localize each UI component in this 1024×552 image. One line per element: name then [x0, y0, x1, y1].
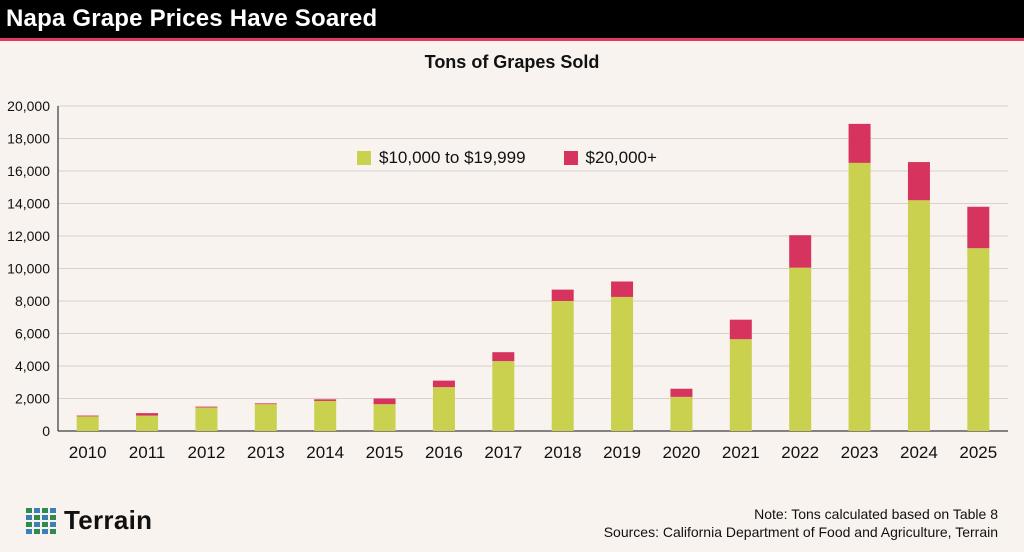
terrain-logo: Terrain — [26, 505, 152, 536]
bar-low-2012 — [195, 407, 218, 431]
x-tick-label: 2014 — [306, 443, 344, 462]
logo-text: Terrain — [64, 505, 153, 535]
bar-high-2017 — [492, 352, 515, 362]
x-tick-label: 2019 — [603, 443, 641, 462]
x-tick-label: 2016 — [425, 443, 463, 462]
bar-high-2022 — [789, 235, 812, 268]
bar-high-2023 — [848, 123, 871, 163]
x-tick-label: 2017 — [484, 443, 522, 462]
y-tick-label: 8,000 — [15, 293, 50, 309]
y-tick-label: 0 — [42, 423, 50, 439]
bar-low-2022 — [789, 267, 812, 431]
x-tick-label: 2013 — [247, 443, 285, 462]
y-tick-label: 18,000 — [7, 131, 50, 147]
bar-high-2020 — [670, 388, 693, 397]
y-tick-label: 12,000 — [7, 228, 50, 244]
sources-text: Sources: California Department of Food a… — [603, 524, 998, 540]
x-tick-label: 2012 — [188, 443, 226, 462]
legend-item-low: $10,000 to $19,999 — [357, 148, 526, 168]
x-tick-label: 2015 — [366, 443, 404, 462]
y-tick-label: 20,000 — [7, 98, 50, 114]
bar-high-2015 — [373, 398, 396, 405]
bar-low-2010 — [76, 416, 99, 431]
bar-high-2025 — [967, 206, 990, 249]
x-tick-label: 2010 — [69, 443, 107, 462]
bar-low-2016 — [432, 387, 455, 431]
legend-item-high: $20,000+ — [563, 148, 657, 168]
bar-low-2014 — [314, 400, 337, 431]
x-tick-label: 2025 — [959, 443, 997, 462]
bar-low-2017 — [492, 361, 515, 431]
bar-high-2014 — [314, 399, 337, 401]
bar-low-2023 — [848, 162, 871, 431]
title-bar: Napa Grape Prices Have Soared — [0, 0, 1024, 41]
bar-high-2021 — [729, 319, 752, 340]
chart-title: Tons of Grapes Sold — [424, 52, 600, 72]
x-tick-label: 2020 — [663, 443, 701, 462]
chart-legend: $10,000 to $19,999 $20,000+ — [357, 148, 695, 168]
x-tick-label: 2022 — [781, 443, 819, 462]
x-tick-label: 2023 — [841, 443, 879, 462]
legend-label-low: $10,000 to $19,999 — [379, 148, 526, 167]
bar-low-2024 — [907, 200, 930, 431]
bar-low-2025 — [967, 248, 990, 431]
bar-high-2016 — [432, 380, 455, 388]
legend-swatch-high — [563, 151, 578, 165]
bar-low-2021 — [729, 339, 752, 431]
bar-low-2013 — [254, 404, 277, 431]
bar-low-2015 — [373, 404, 396, 431]
x-tick-label: 2018 — [544, 443, 582, 462]
y-tick-label: 2,000 — [15, 391, 50, 407]
x-tick-label: 2021 — [722, 443, 760, 462]
x-tick-label: 2011 — [129, 443, 166, 462]
bar-high-2010 — [76, 415, 99, 417]
legend-swatch-low — [357, 151, 371, 165]
bar-low-2018 — [551, 301, 574, 431]
y-tick-label: 4,000 — [15, 358, 50, 374]
bar-high-2018 — [551, 289, 574, 301]
bar-low-2011 — [136, 415, 159, 431]
bar-high-2012 — [195, 406, 218, 408]
bar-high-2011 — [136, 413, 159, 416]
footnotes: Note: Tons calculated based on Table 8 S… — [604, 505, 998, 541]
legend-label-high: $20,000+ — [585, 148, 657, 167]
bar-high-2013 — [254, 403, 277, 405]
page-title: Napa Grape Prices Have Soared — [6, 5, 378, 32]
terrain-logo-grid-icon — [26, 507, 56, 534]
bar-low-2020 — [670, 396, 693, 431]
y-tick-label: 14,000 — [7, 196, 50, 212]
y-tick-label: 16,000 — [7, 163, 50, 179]
y-tick-label: 6,000 — [15, 326, 50, 342]
note-text: Note: Tons calculated based on Table 8 — [754, 506, 998, 522]
bar-low-2019 — [611, 296, 634, 431]
y-tick-label: 10,000 — [7, 261, 50, 277]
bar-high-2024 — [907, 162, 930, 201]
bar-high-2019 — [611, 281, 634, 297]
x-tick-label: 2024 — [900, 443, 938, 462]
